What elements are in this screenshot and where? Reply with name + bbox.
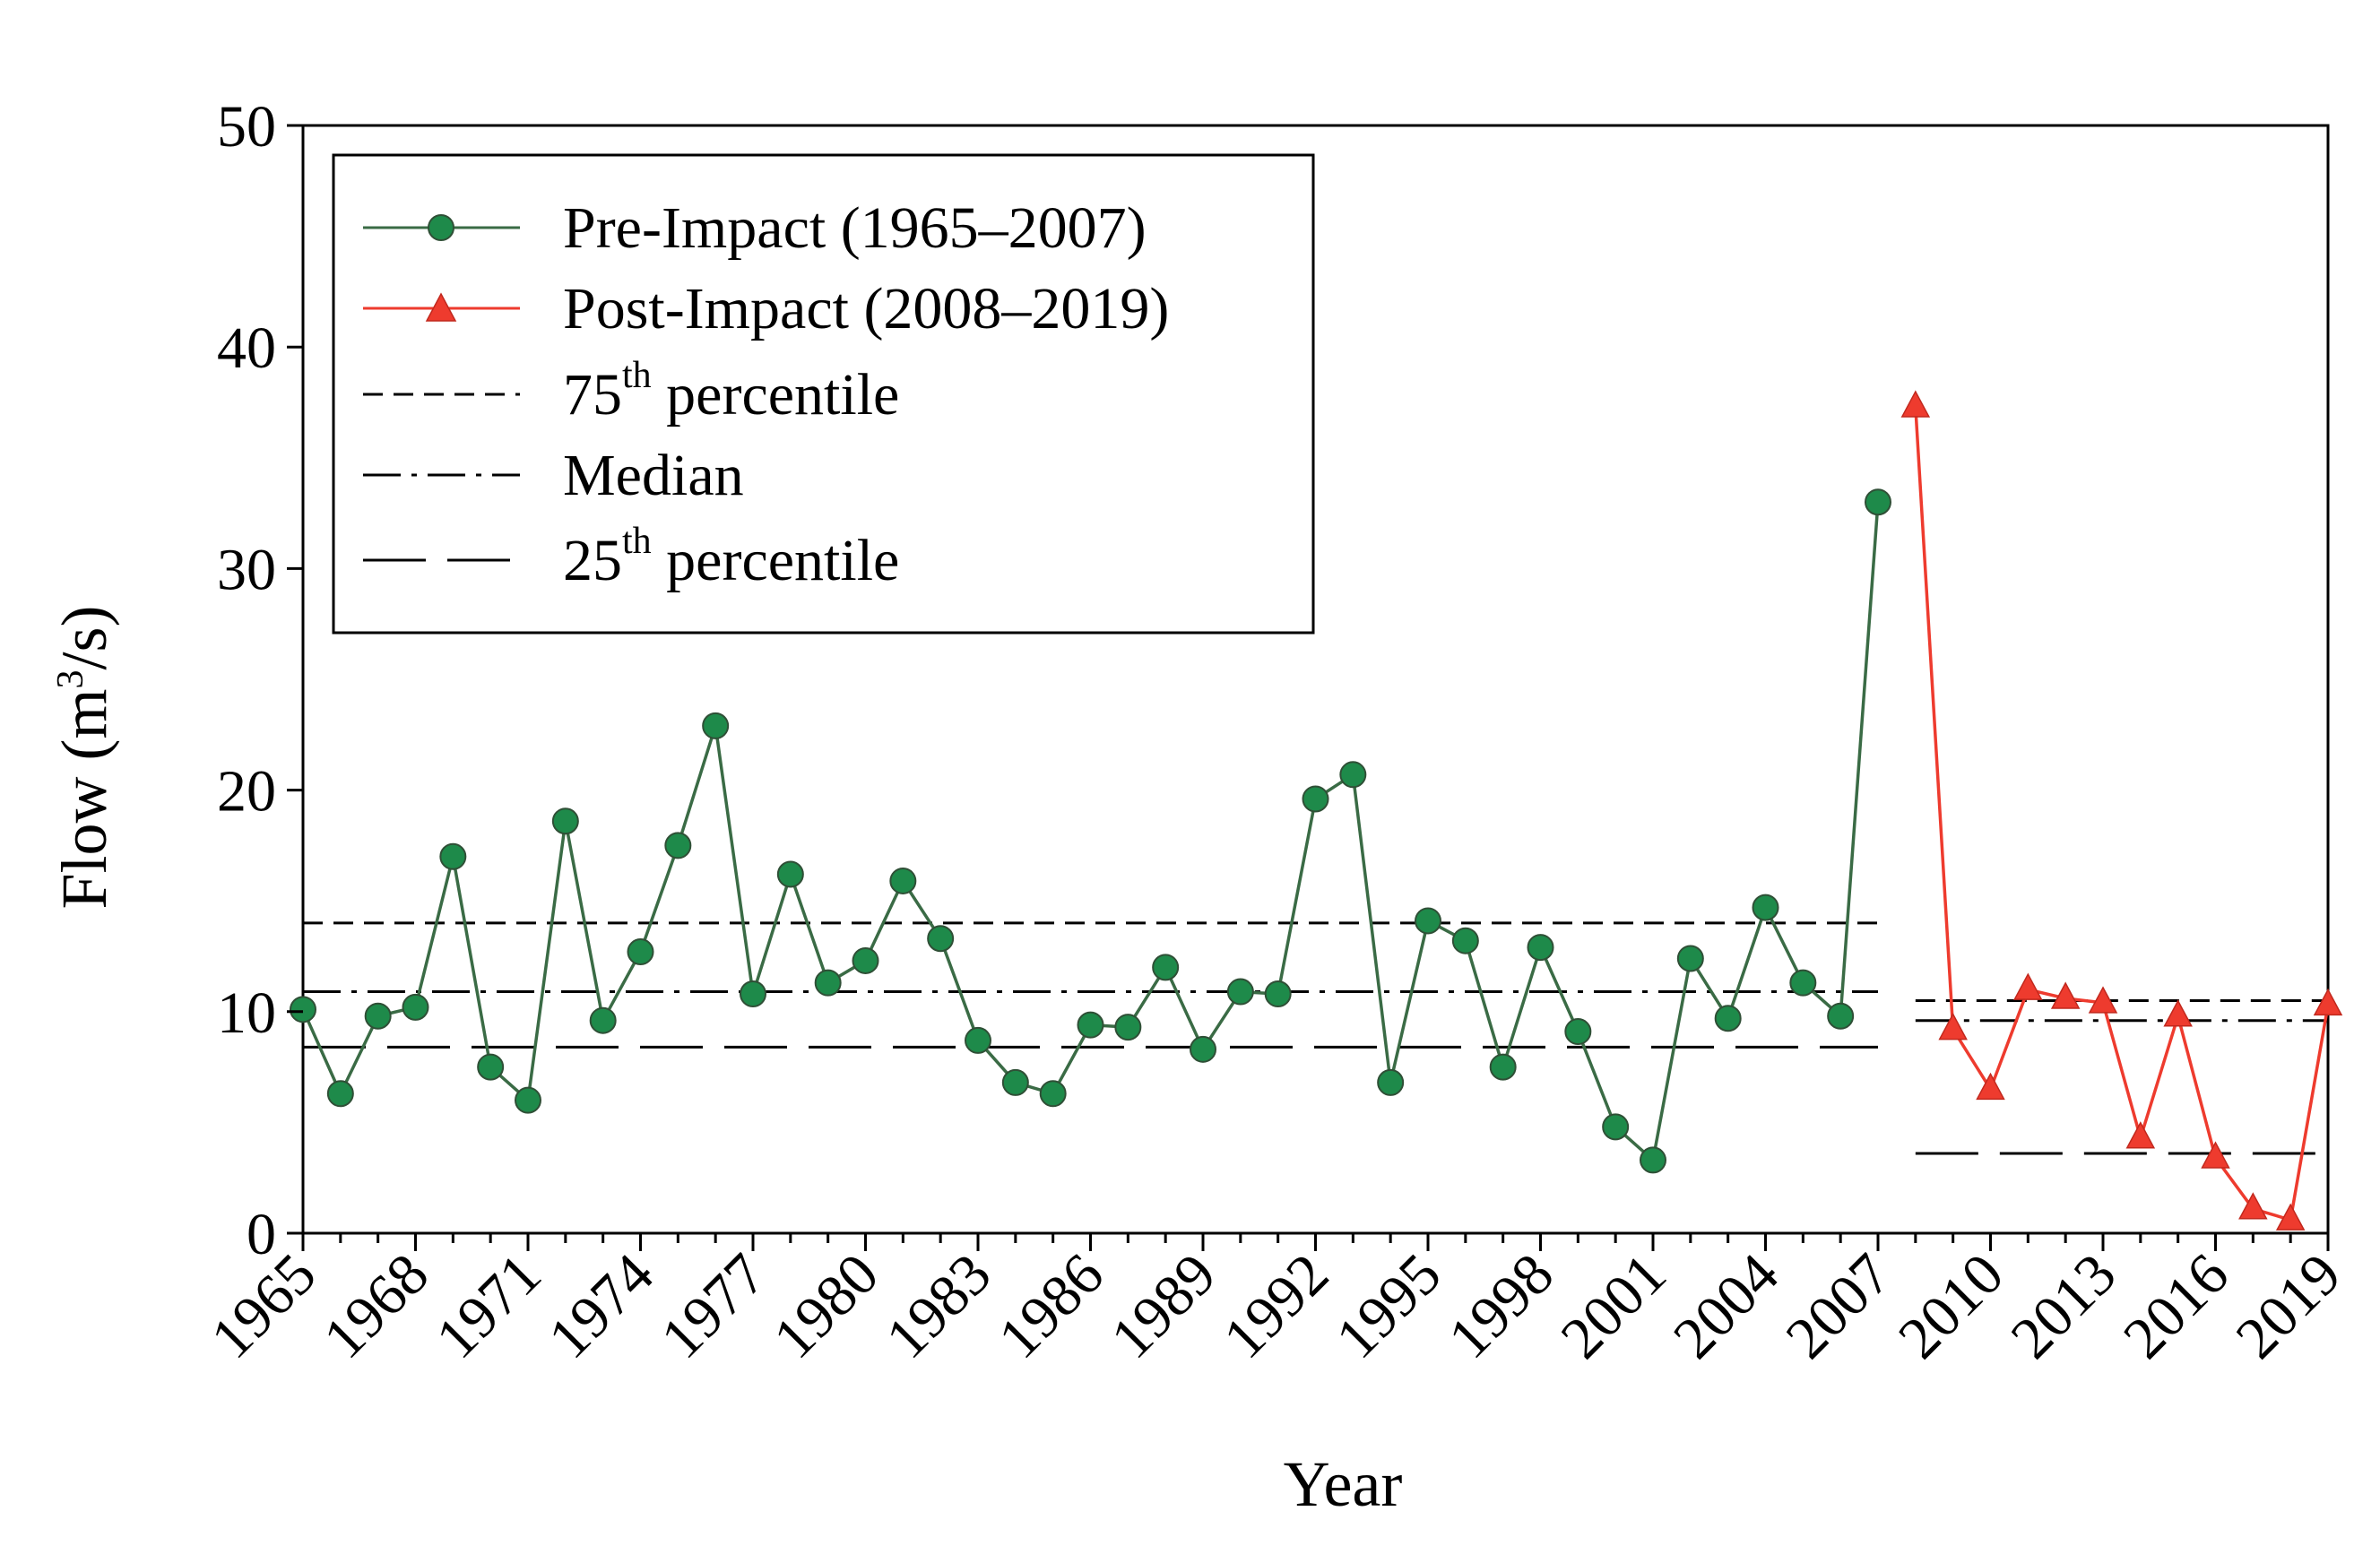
y-tick-label: 50 <box>217 94 276 160</box>
pre-impact-point <box>1226 978 1254 1006</box>
y-tick-label: 10 <box>217 980 276 1046</box>
pre-impact-point <box>1489 1053 1517 1081</box>
pre-impact-point <box>402 993 429 1021</box>
legend-pre-marker <box>428 214 454 241</box>
pre-impact-point <box>1865 488 1891 516</box>
pre-impact-point <box>1451 927 1479 954</box>
pre-impact-point <box>1602 1113 1630 1141</box>
pre-impact-point <box>1640 1146 1666 1174</box>
legend-post-label: Post-Impact (2008–2019) <box>563 276 1169 341</box>
data-markers <box>290 390 2343 1231</box>
pre-impact-point <box>1676 945 1704 972</box>
post-impact-point <box>2050 981 2081 1009</box>
pre-impact-point <box>1190 1035 1216 1063</box>
pre-impact-point <box>1077 1011 1104 1039</box>
pre-impact-point <box>1152 954 1180 981</box>
y-tick-label: 0 <box>247 1202 276 1267</box>
legend-median-label: Median <box>563 443 744 508</box>
post-impact-point <box>1976 1072 2005 1101</box>
pre-impact-point <box>1564 1018 1592 1046</box>
y-tick-label: 30 <box>217 537 276 602</box>
pre-impact-point <box>776 860 804 888</box>
pre-impact-point <box>1114 1014 1142 1041</box>
pre-impact-point <box>965 1026 991 1054</box>
post-impact-point <box>1900 390 1931 418</box>
pre-impact-point <box>326 1080 354 1108</box>
post-impact-point <box>2275 1203 2306 1231</box>
post-impact-point <box>2088 986 2118 1014</box>
legend-pre-label: Pre-Impact (1965–2007) <box>563 195 1147 261</box>
y-tick-label: 40 <box>217 315 276 381</box>
y-tick-label: 20 <box>217 759 276 825</box>
post-impact-point <box>2313 988 2343 1016</box>
post-impact-point <box>2013 972 2043 1000</box>
pre-impact-point <box>927 925 955 953</box>
pre-impact-point <box>551 807 579 835</box>
pre-impact-point <box>1339 761 1367 789</box>
post-impact-point <box>2163 999 2193 1027</box>
pre-impact-point <box>1377 1068 1405 1096</box>
pre-impact-point <box>1714 1005 1742 1032</box>
pre-impact-point <box>1827 1002 1855 1030</box>
pre-impact-point <box>1039 1080 1067 1108</box>
pre-impact-point <box>664 832 692 859</box>
legend-post-marker <box>425 292 457 322</box>
legend: Pre-Impact (1965–2007) Post-Impact (2008… <box>332 153 1315 635</box>
pre-impact-point <box>439 842 467 870</box>
post-impact-point <box>2238 1192 2268 1220</box>
legend-p25-label: 25th percentile <box>563 521 899 593</box>
y-axis-ticks: 0 10 20 30 40 50 <box>217 94 303 1267</box>
post-impact-point <box>1938 1012 1968 1041</box>
pre-impact-point <box>889 867 917 894</box>
post-impact-point <box>2201 1141 2230 1169</box>
y-axis-title: Flow (m3/s) <box>48 605 120 909</box>
pre-impact-point <box>702 712 730 739</box>
pre-impact-point <box>589 1006 617 1034</box>
pre-impact-point <box>290 996 316 1023</box>
pre-impact-point <box>740 980 766 1008</box>
pre-impact-point <box>1789 969 1817 997</box>
pre-impact-point <box>814 969 842 997</box>
reference-lines <box>303 921 2328 1155</box>
post-impact-point <box>2125 1121 2156 1149</box>
pre-impact-point <box>515 1086 541 1114</box>
pre-impact-point <box>1302 785 1329 813</box>
pre-impact-point <box>852 946 879 974</box>
x-axis-title: Year <box>1284 1448 1403 1520</box>
pre-impact-point <box>1001 1068 1029 1096</box>
pre-impact-point <box>364 1002 392 1030</box>
pre-impact-point <box>627 938 654 966</box>
pre-impact-point <box>1752 894 1779 921</box>
pre-impact-point <box>1527 934 1554 962</box>
pre-impact-point <box>477 1053 505 1081</box>
pre-impact-point <box>1264 980 1292 1008</box>
legend-p75-label: 75th percentile <box>563 355 899 427</box>
pre-impact-point <box>1415 907 1441 935</box>
